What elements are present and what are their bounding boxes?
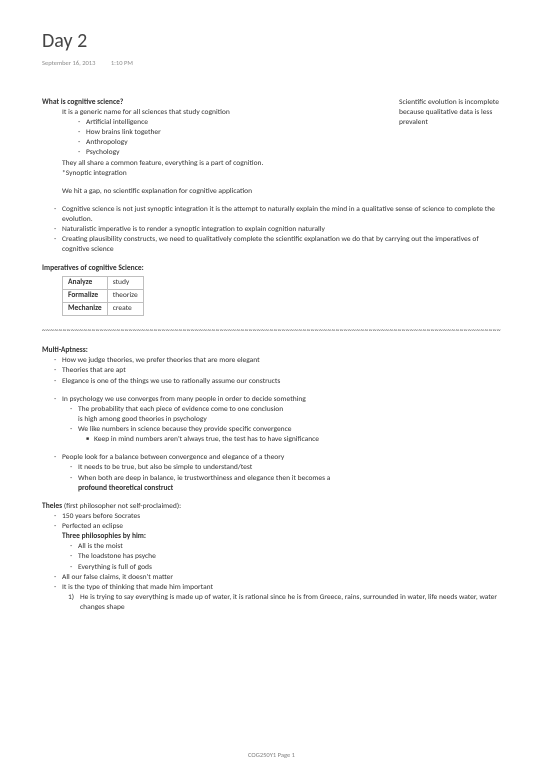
bullet-text: It needs to be true, but also be simple … (78, 463, 501, 473)
heading-imperatives: Imperatives of cognitive Science: (42, 264, 501, 274)
bullet-text: Psychology (86, 148, 501, 158)
bullet-text: Keep in mind numbers aren't always true,… (94, 435, 501, 445)
table-cell: Formalize (63, 289, 108, 302)
bullet-text: is high among good theories in psycholog… (78, 415, 207, 424)
bullet-text: People look for a balance between conver… (62, 453, 501, 463)
heading-theles: Theles (first philosopher not self-procl… (42, 502, 501, 512)
theles-name: Theles (42, 502, 62, 511)
bullet-text: Creating plausibility constructs, we nee… (62, 235, 501, 255)
bullet-text: The probability that each piece of evide… (78, 405, 283, 414)
list-item: -Creating plausibility constructs, we ne… (42, 235, 501, 255)
bullet-text: All is the moist (78, 542, 501, 552)
bullet-text: Perfected an eclipse (62, 522, 501, 532)
list-item: -Cognitive science is not just synoptic … (42, 205, 501, 225)
list-item: -Naturalistic imperative is to render a … (42, 225, 501, 235)
page-meta: September 16, 2013 1:10 PM (42, 59, 501, 68)
list-item: -All our false claims, it doesn't matter (42, 573, 501, 583)
body-text: We hit a gap, no scientific explanation … (42, 187, 501, 197)
section-divider: ~~~~~~~~~~~~~~~~~~~~~~~~~~~~~~~~~~~~~~~~… (42, 326, 501, 336)
list-item: -How we judge theories, we prefer theori… (42, 356, 501, 366)
bullet-text: It is the type of thinking that made him… (62, 583, 501, 593)
note-content: Scientific evolution is incomplete becau… (42, 98, 501, 613)
list-item: -All is the moist (42, 542, 501, 552)
bullet-text: Elegance is one of the things we use to … (62, 377, 501, 387)
list-item: -Anthropology (42, 138, 501, 148)
list-item: -Theories that are apt (42, 366, 501, 376)
bullet-text: Cognitive science is not just synoptic i… (62, 205, 501, 225)
bullet-text: Naturalistic imperative is to render a s… (62, 225, 501, 235)
bullet-text: Theories that are apt (62, 366, 501, 376)
bullet-text: In psychology we use converges from many… (62, 395, 501, 405)
three-philosophies-heading: Three philosophies by him: (42, 532, 501, 542)
table-cell: study (107, 276, 143, 289)
heading-multi-aptness: Multi-Aptness: (42, 346, 501, 356)
bullet-text: He is trying to say everything is made u… (80, 593, 501, 613)
table-cell: Mechanize (63, 302, 108, 315)
bullet-text: How brains link together (86, 128, 501, 138)
list-item: -We like numbers in science because they… (42, 425, 501, 435)
meta-date: September 16, 2013 (42, 59, 95, 67)
list-item: -It needs to be true, but also be simple… (42, 463, 501, 473)
bullet-text-bold: profound theoretical construct (78, 484, 173, 493)
theles-sub: (first philosopher not self-proclaimed): (62, 502, 181, 511)
meta-time: 1:10 PM (111, 59, 133, 67)
bullet-text: 150 years before Socrates (62, 512, 501, 522)
table-row: Analyzestudy (63, 276, 144, 289)
bullet-text: We like numbers in science because they … (78, 425, 501, 435)
list-item: -It is the type of thinking that made hi… (42, 583, 501, 593)
list-number: 1) (68, 593, 80, 613)
table-row: Mechanizecreate (63, 302, 144, 315)
list-item: -Psychology (42, 148, 501, 158)
list-item: -The probability that each piece of evid… (42, 405, 501, 425)
bullet-text: When both are deep in balance, ie trustw… (78, 474, 330, 483)
page-title: Day 2 (42, 28, 501, 55)
page-footer: COG250Y1 Page 1 (0, 751, 543, 760)
bullet-text: The loadstone has psyche (78, 552, 501, 562)
table-cell: theorize (107, 289, 143, 302)
list-item: -Perfected an eclipse (42, 522, 501, 532)
list-item: -The loadstone has psyche (42, 552, 501, 562)
body-text: *Synoptic integration (42, 169, 501, 179)
list-item: -150 years before Socrates (42, 512, 501, 522)
bullet-text: How we judge theories, we prefer theorie… (62, 356, 501, 366)
table-cell: Analyze (63, 276, 108, 289)
table-row: Formalizetheorize (63, 289, 144, 302)
list-item: -When both are deep in balance, ie trust… (42, 474, 501, 494)
list-item: -In psychology we use converges from man… (42, 395, 501, 405)
margin-note: Scientific evolution is incomplete becau… (399, 98, 509, 128)
list-item: -Elegance is one of the things we use to… (42, 377, 501, 387)
table-cell: create (107, 302, 143, 315)
list-item: ■Keep in mind numbers aren't always true… (42, 435, 501, 445)
list-item: -How brains link together (42, 128, 501, 138)
bullet-text: Everything is full of gods (78, 563, 501, 573)
list-item: 1)He is trying to say everything is made… (42, 593, 501, 613)
list-item: -People look for a balance between conve… (42, 453, 501, 463)
list-item: -Everything is full of gods (42, 563, 501, 573)
bullet-text: Anthropology (86, 138, 501, 148)
imperatives-table: Analyzestudy Formalizetheorize Mechanize… (62, 276, 144, 316)
body-text: They all share a common feature, everyth… (42, 159, 501, 169)
bullet-text: All our false claims, it doesn't matter (62, 573, 501, 583)
